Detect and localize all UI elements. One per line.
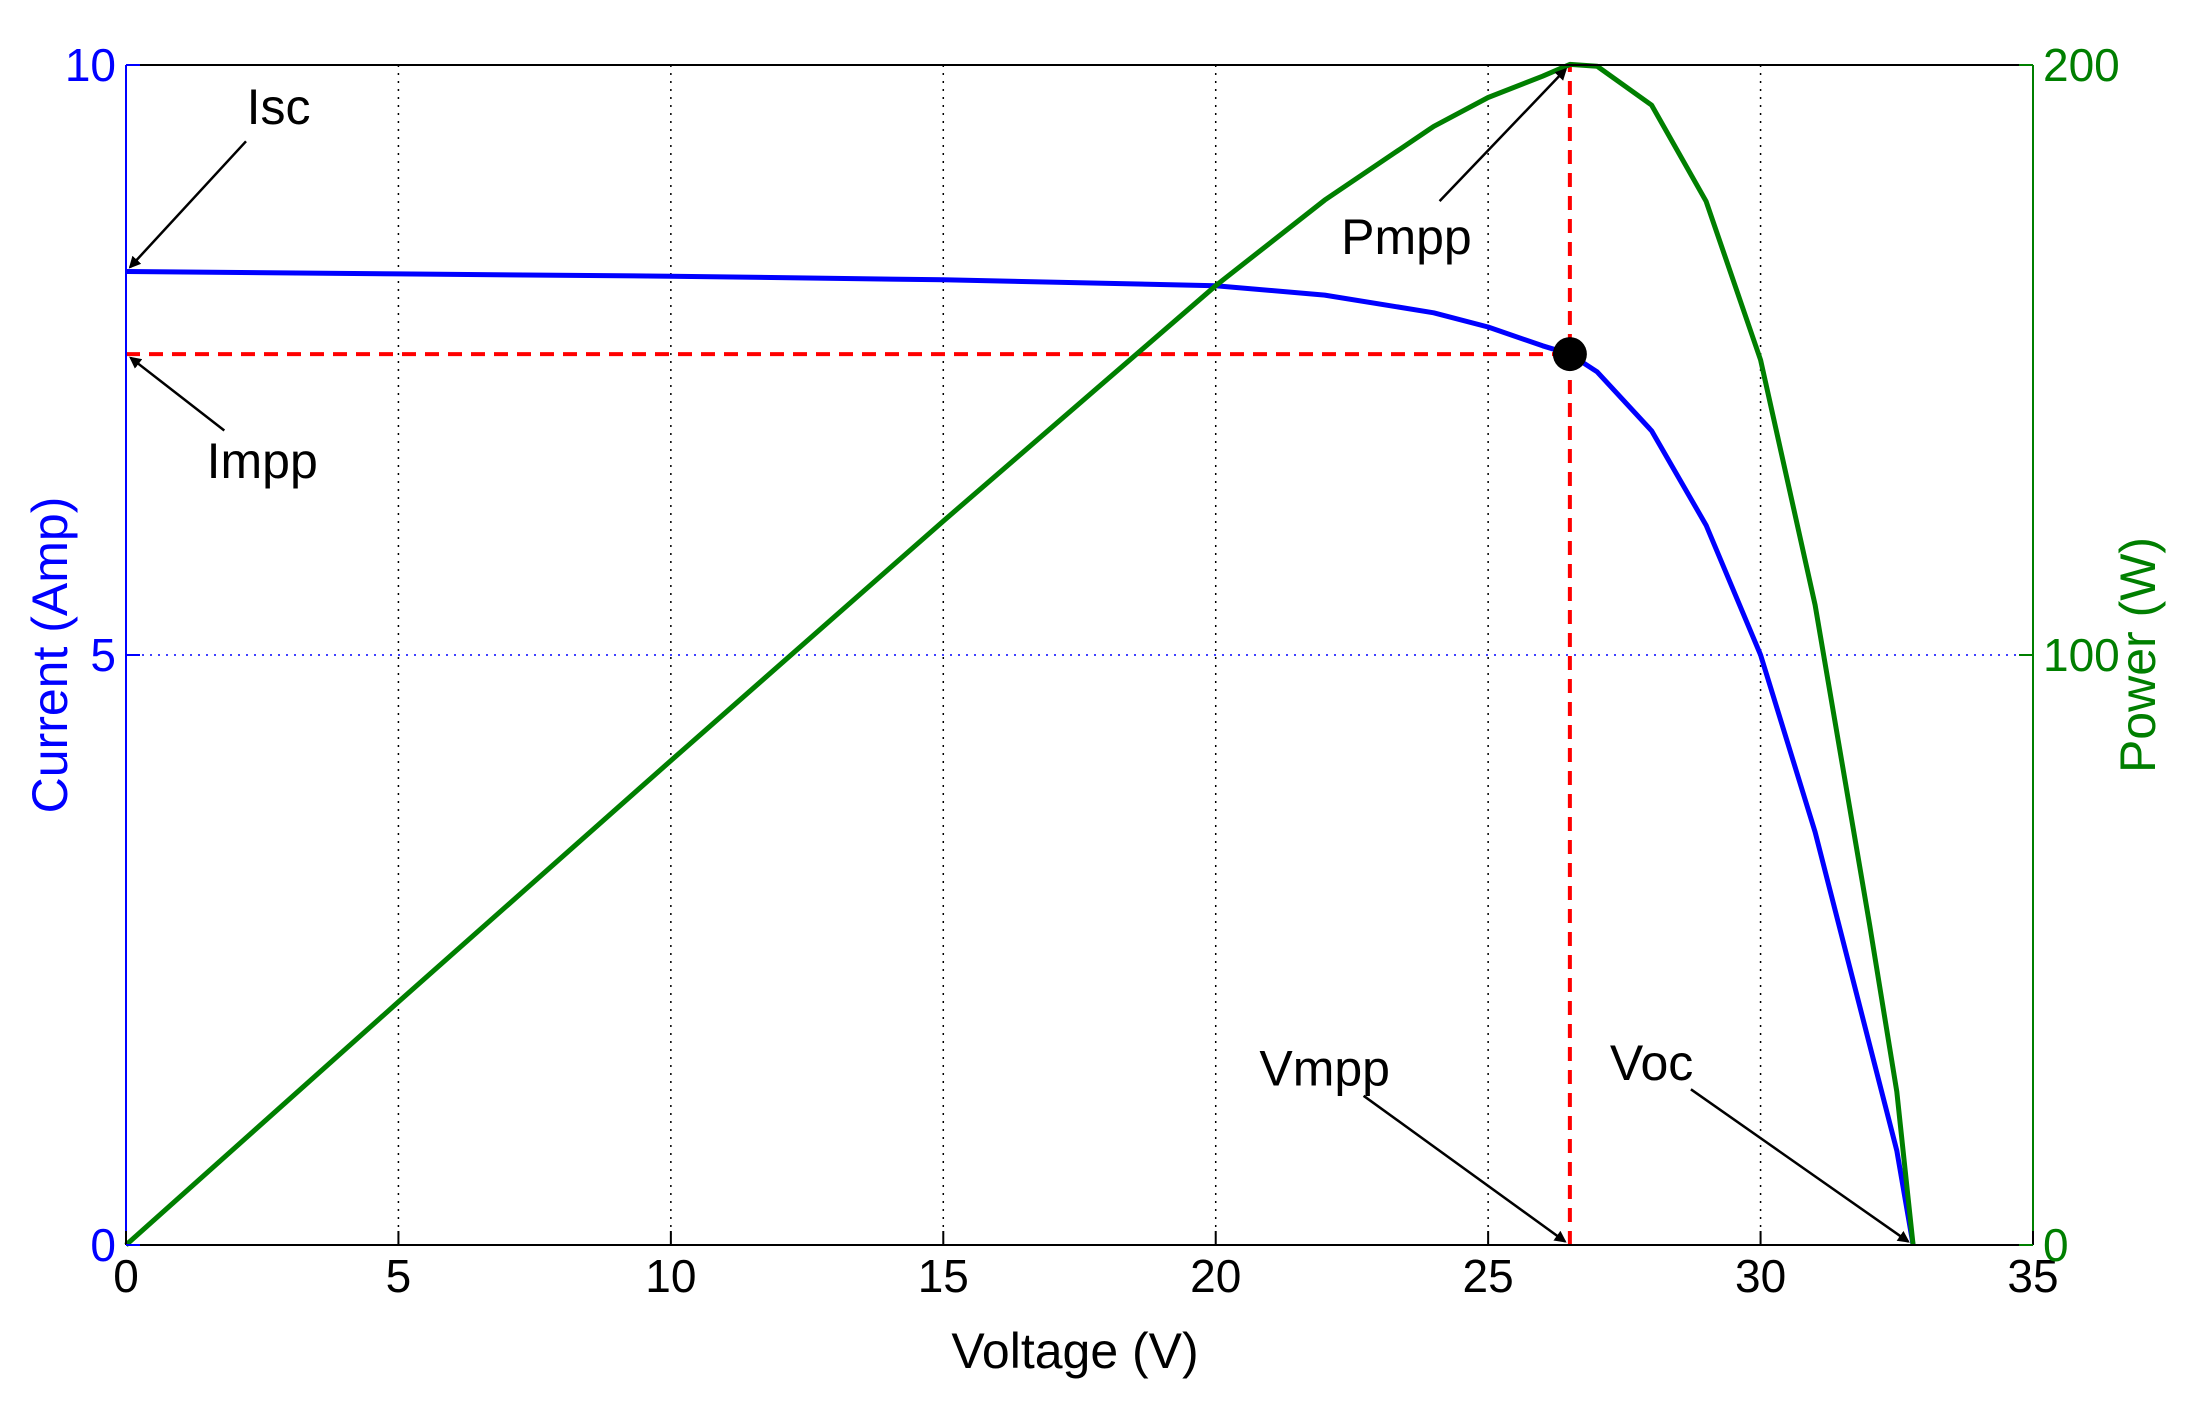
- x-axis-label: Voltage (V): [951, 1323, 1198, 1379]
- x-tick-label: 5: [386, 1250, 412, 1302]
- annotation-pmpp: Pmpp: [1341, 209, 1472, 265]
- annotation-vmpp: Vmpp: [1259, 1041, 1390, 1097]
- y-left-axis-label: Current (Amp): [22, 497, 78, 814]
- annotation-arrow-isc: [128, 140, 247, 269]
- grid-lines: [126, 65, 2033, 1245]
- axes-frame: [125, 64, 2034, 1246]
- annotation-voc: Voc: [1610, 1035, 1693, 1091]
- y-left-tick-label: 5: [90, 629, 116, 681]
- mpp-marker: [1552, 337, 1587, 372]
- x-tick-label: 25: [1463, 1250, 1514, 1302]
- mpp-guide-lines: [126, 65, 1572, 1245]
- annotation-isc: Isc: [247, 79, 311, 135]
- annotation-arrow-voc: [1690, 1088, 1910, 1243]
- x-tick-label: 10: [645, 1250, 696, 1302]
- y-left-tick-label: 0: [90, 1219, 116, 1271]
- annotation-arrow-vmpp: [1362, 1094, 1567, 1243]
- x-tick-label: 15: [918, 1250, 969, 1302]
- annotations: Isc Impp Pmpp Vmpp Voc: [128, 67, 1910, 1243]
- y-right-axis-label: Power (W): [2110, 537, 2166, 773]
- y-right-tick-label: 200: [2043, 39, 2120, 91]
- x-tick-label: 30: [1735, 1250, 1786, 1302]
- annotation-arrow-impp: [129, 356, 226, 432]
- y-right-tick-label: 100: [2043, 629, 2120, 681]
- y-left-tick-label: 10: [65, 39, 116, 91]
- x-tick-label: 35: [2007, 1250, 2058, 1302]
- annotation-impp: Impp: [207, 433, 318, 489]
- x-tick-label: 0: [113, 1250, 139, 1302]
- annotation-arrow-pmpp: [1438, 67, 1568, 202]
- y-right-tick-label: 0: [2043, 1219, 2069, 1271]
- x-tick-label: 20: [1190, 1250, 1241, 1302]
